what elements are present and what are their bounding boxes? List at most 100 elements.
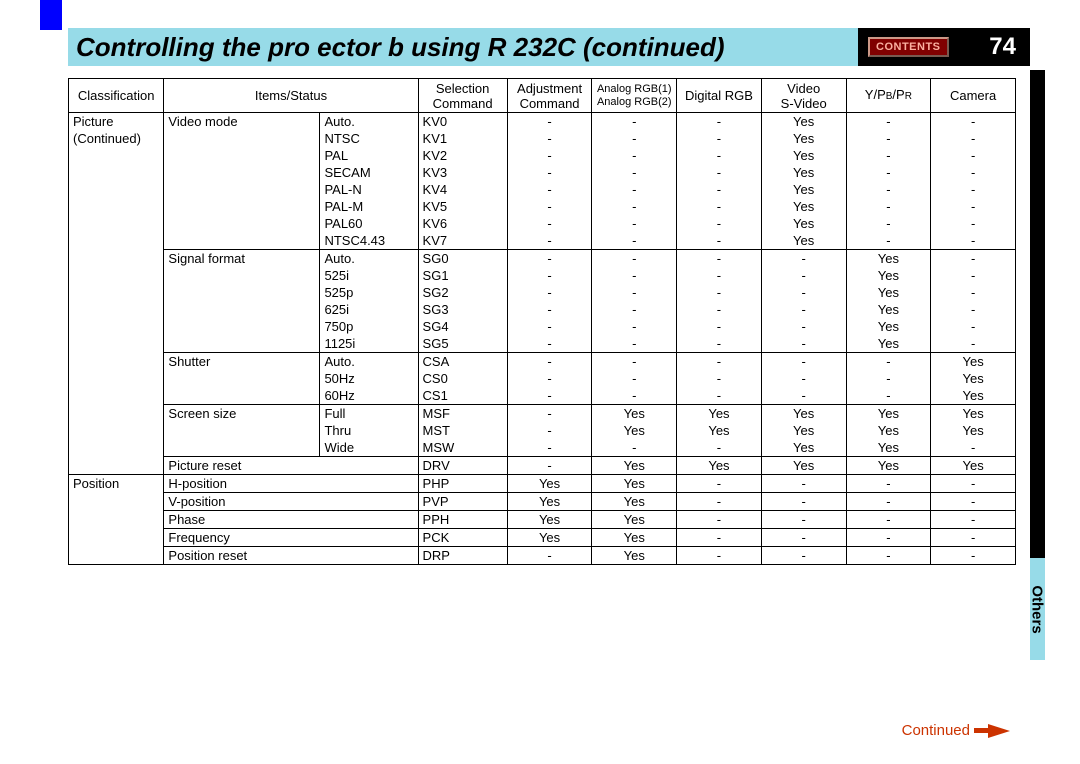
- cell-value: SG0: [418, 250, 507, 268]
- cell-value: -: [761, 370, 846, 387]
- cell-item: V-position: [164, 493, 418, 511]
- cell-value: -: [931, 215, 1016, 232]
- cell-value: -: [846, 493, 931, 511]
- cell-value: Yes: [761, 457, 846, 475]
- cell-value: -: [592, 232, 677, 250]
- cell-value: -: [677, 335, 762, 353]
- cell-value: -: [677, 181, 762, 198]
- corner-tab: [40, 0, 62, 30]
- cell-value: Yes: [846, 335, 931, 353]
- side-tab-label: Others: [1030, 558, 1045, 660]
- cell-value: -: [507, 422, 592, 439]
- cell-value: Yes: [592, 511, 677, 529]
- cell-item: Video mode: [164, 113, 320, 250]
- cell-value: KV0: [418, 113, 507, 131]
- cell-sub: 525i: [320, 267, 418, 284]
- cell-value: KV2: [418, 147, 507, 164]
- command-table: ClassificationItems/StatusSelectionComma…: [68, 78, 1016, 565]
- cell-value: PVP: [418, 493, 507, 511]
- cell-value: Yes: [846, 318, 931, 335]
- continued-link[interactable]: Continued: [902, 722, 1010, 739]
- cell-value: -: [592, 284, 677, 301]
- table-row: Signal formatAuto.SG0----Yes-: [69, 250, 1016, 268]
- cell-value: -: [592, 318, 677, 335]
- cell-value: -: [846, 353, 931, 371]
- cell-value: -: [931, 318, 1016, 335]
- cell-value: -: [677, 130, 762, 147]
- cell-value: -: [677, 250, 762, 268]
- cell-value: -: [507, 335, 592, 353]
- contents-button[interactable]: CONTENTS: [868, 37, 949, 57]
- cell-value: -: [592, 301, 677, 318]
- cell-value: Yes: [761, 181, 846, 198]
- arrow-icon: [988, 724, 1010, 738]
- cell-value: -: [761, 529, 846, 547]
- cell-value: CS1: [418, 387, 507, 405]
- cell-sub: 525p: [320, 284, 418, 301]
- cell-value: -: [677, 439, 762, 457]
- cell-sub: Auto.: [320, 113, 418, 131]
- cell-classification: Picture(Continued): [69, 113, 164, 475]
- cell-value: -: [931, 439, 1016, 457]
- cell-value: Yes: [507, 511, 592, 529]
- arrow-icon: [974, 728, 988, 733]
- cell-value: -: [677, 215, 762, 232]
- cell-value: DRV: [418, 457, 507, 475]
- cell-value: -: [592, 130, 677, 147]
- cell-item: Position reset: [164, 547, 418, 565]
- cell-value: -: [507, 113, 592, 131]
- cell-sub: PAL-N: [320, 181, 418, 198]
- cell-value: Yes: [507, 529, 592, 547]
- table-header: Digital RGB: [677, 79, 762, 113]
- page-number: 74: [989, 33, 1016, 61]
- cell-value: Yes: [592, 405, 677, 423]
- cell-value: -: [677, 147, 762, 164]
- cell-value: -: [677, 113, 762, 131]
- cell-value: SG1: [418, 267, 507, 284]
- cell-value: -: [931, 198, 1016, 215]
- cell-value: Yes: [592, 529, 677, 547]
- cell-value: -: [677, 164, 762, 181]
- page-title: Controlling the pro ector b using R 232C…: [76, 32, 725, 63]
- cell-value: -: [592, 164, 677, 181]
- side-tab-text: Others: [1029, 585, 1046, 633]
- cell-value: -: [931, 301, 1016, 318]
- cell-item: Screen size: [164, 405, 320, 457]
- cell-value: -: [507, 439, 592, 457]
- table-row: V-positionPVPYesYes----: [69, 493, 1016, 511]
- cell-value: -: [761, 267, 846, 284]
- cell-value: -: [677, 529, 762, 547]
- continued-text: Continued: [902, 722, 970, 739]
- cell-value: Yes: [931, 353, 1016, 371]
- cell-value: Yes: [592, 457, 677, 475]
- cell-value: PCK: [418, 529, 507, 547]
- cell-value: -: [846, 511, 931, 529]
- cell-value: -: [677, 267, 762, 284]
- cell-value: -: [931, 164, 1016, 181]
- cell-value: -: [931, 493, 1016, 511]
- cell-item: Signal format: [164, 250, 320, 353]
- cell-value: SG2: [418, 284, 507, 301]
- cell-sub: Thru: [320, 422, 418, 439]
- cell-sub: 50Hz: [320, 370, 418, 387]
- cell-value: -: [507, 547, 592, 565]
- cell-value: -: [846, 370, 931, 387]
- cell-value: -: [931, 335, 1016, 353]
- cell-value: Yes: [677, 457, 762, 475]
- cell-value: -: [592, 147, 677, 164]
- cell-value: -: [507, 147, 592, 164]
- table-header: Classification: [69, 79, 164, 113]
- cell-value: -: [507, 232, 592, 250]
- cell-value: -: [507, 181, 592, 198]
- cell-value: -: [507, 164, 592, 181]
- cell-value: KV4: [418, 181, 507, 198]
- table-header: Y/PB/PR: [846, 79, 931, 113]
- cell-value: -: [846, 130, 931, 147]
- cell-sub: Full: [320, 405, 418, 423]
- table-row: ShutterAuto.CSA-----Yes: [69, 353, 1016, 371]
- cell-sub: PAL60: [320, 215, 418, 232]
- cell-value: -: [592, 215, 677, 232]
- cell-value: -: [761, 475, 846, 493]
- cell-value: SG5: [418, 335, 507, 353]
- cell-value: PPH: [418, 511, 507, 529]
